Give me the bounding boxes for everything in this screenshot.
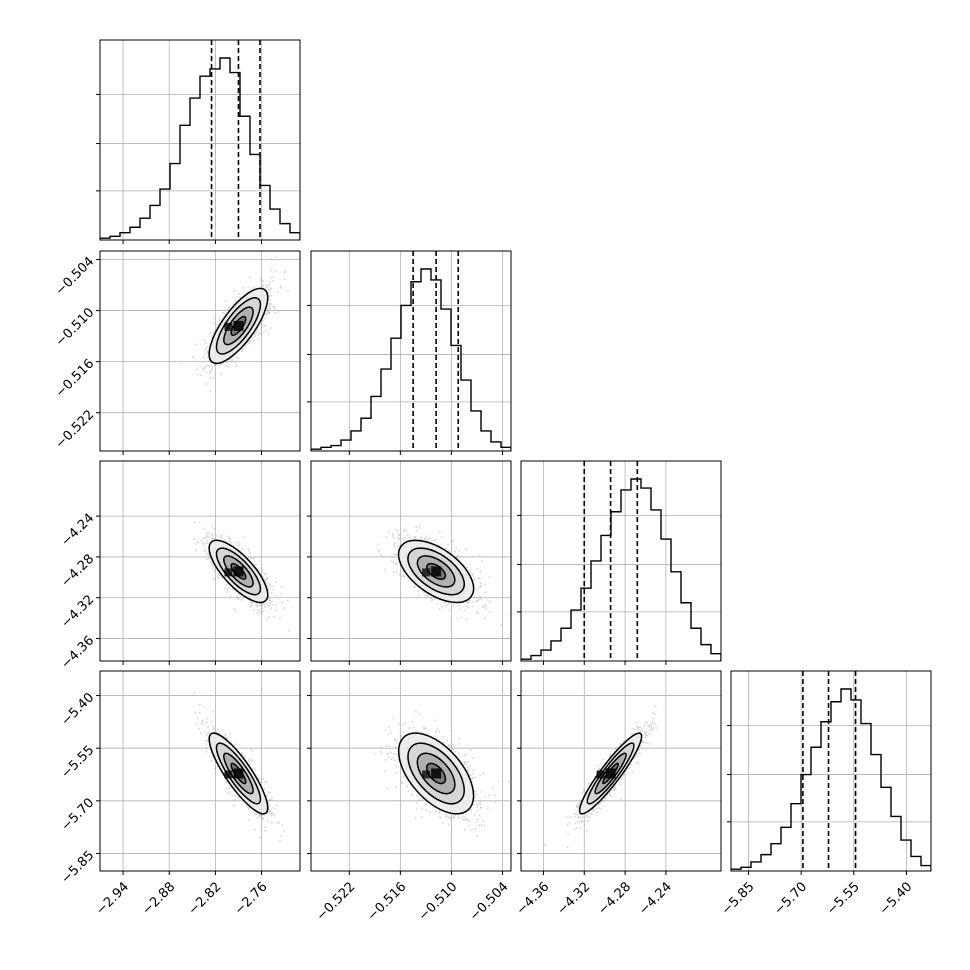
contour-line <box>578 732 643 815</box>
y-tick-label: −4.24 <box>59 511 98 550</box>
y-tick-label: −0.510 <box>53 305 98 350</box>
panel-grid <box>100 40 300 240</box>
contour-line <box>425 562 447 580</box>
density-peak <box>422 770 431 779</box>
panel-1-1 <box>307 250 512 455</box>
y-tick-label: −5.70 <box>59 796 98 835</box>
contour-line <box>223 555 254 588</box>
panel-frame <box>310 670 512 872</box>
density-peak <box>233 566 244 577</box>
y-tick-label: −0.522 <box>53 407 98 452</box>
density-peak <box>224 770 233 779</box>
panel-frame <box>99 39 301 241</box>
panel-frame <box>99 460 301 662</box>
contour-line <box>230 315 247 337</box>
x-tick-label: −2.76 <box>232 879 271 918</box>
x-tick-label: −4.36 <box>514 879 553 918</box>
density-peak <box>233 320 244 331</box>
panel-3-2: −4.36 −4.32 −4.28 −4.24 <box>514 670 722 918</box>
y-tick-label: −4.36 <box>59 633 98 672</box>
contour-line <box>397 539 475 604</box>
x-tick-label: −2.88 <box>139 879 178 918</box>
contour-line <box>586 742 635 805</box>
y-tick-label: −0.504 <box>53 254 98 299</box>
density-peak <box>431 768 442 779</box>
panel-grid <box>311 251 511 451</box>
panel-2-0: −4.36−4.32−4.28−4.24 <box>59 460 301 672</box>
y-tick-label: −5.55 <box>59 743 98 782</box>
panel-3-0: −5.85 −5.70 −5.55 −5.40 −2.94 −2.88 −2.82 −2.76 <box>59 670 301 918</box>
x-tick-label: −5.85 <box>719 879 758 918</box>
panel-grid <box>731 671 931 871</box>
panel-grid <box>100 671 300 871</box>
panel-1-0: −0.522 −0.516 −0.510 −0.504 <box>53 250 301 455</box>
density-peak <box>422 568 431 577</box>
histogram-1 <box>311 268 511 451</box>
contour-line <box>230 562 247 580</box>
contour-line <box>397 732 475 815</box>
panel-2-2 <box>517 460 722 665</box>
y-tick-label: −0.516 <box>53 356 98 401</box>
panel-0-0 <box>96 39 301 244</box>
y-tick-label: −4.32 <box>59 592 98 631</box>
x-tick-label: −5.70 <box>771 879 810 918</box>
panel-2-1 <box>307 460 512 665</box>
panel-grid <box>100 461 300 661</box>
contour-line <box>602 762 620 785</box>
panel-3-3: −5.85 −5.70 −5.55 −5.40 <box>719 670 932 918</box>
contour-line <box>223 306 254 346</box>
contour-line <box>215 742 262 805</box>
y-tick-label: −4.28 <box>59 552 98 591</box>
x-tick-label: −2.82 <box>186 879 225 918</box>
contour-line <box>416 555 456 588</box>
x-tick-label: −0.522 <box>314 879 359 924</box>
panel-frame <box>99 670 301 872</box>
x-tick-label: −0.510 <box>416 879 461 924</box>
panel-frame <box>310 460 512 662</box>
contour-line <box>208 539 269 604</box>
panel-grid <box>100 251 300 451</box>
contour-line <box>416 752 456 795</box>
contour-line <box>215 547 262 596</box>
x-tick-label: −4.28 <box>595 879 634 918</box>
panel-frame <box>520 670 722 872</box>
panel-frame <box>99 250 301 452</box>
histogram-2 <box>521 478 721 661</box>
contour-line <box>407 547 465 596</box>
panel-frame <box>520 460 722 662</box>
y-tick-label: −5.40 <box>59 690 98 729</box>
density-peak <box>224 568 233 577</box>
histogram-0 <box>100 57 300 240</box>
histogram-3 <box>731 688 931 871</box>
y-tick-label: −5.85 <box>59 848 98 887</box>
x-tick-label: −4.32 <box>555 879 594 918</box>
contour-line <box>594 752 627 795</box>
x-tick-label: −5.55 <box>824 879 863 918</box>
contour-line <box>215 297 262 355</box>
contour-line <box>230 762 247 785</box>
panel-grid <box>311 671 511 871</box>
contour-line <box>425 762 447 785</box>
x-tick-label: −2.94 <box>93 879 132 918</box>
density-peak <box>605 768 616 779</box>
contour-line <box>208 732 269 815</box>
x-tick-label: −0.516 <box>365 879 410 924</box>
density-peak <box>233 768 244 779</box>
x-tick-label: −4.24 <box>636 879 675 918</box>
panel-3-1: −0.522 −0.516 −0.510 −0.504 <box>307 670 512 924</box>
panel-frame <box>310 250 512 452</box>
density-peak <box>431 566 442 577</box>
contour-line <box>208 287 269 365</box>
x-tick-label: −5.40 <box>877 879 916 918</box>
panel-frame <box>730 670 932 872</box>
contour-line <box>223 752 254 795</box>
x-tick-label: −0.504 <box>467 879 512 924</box>
contour-line <box>407 742 465 805</box>
